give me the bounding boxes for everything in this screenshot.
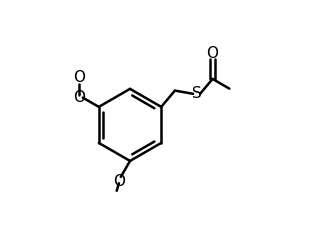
- Text: S: S: [192, 86, 201, 101]
- Text: O: O: [73, 90, 85, 105]
- Text: O: O: [207, 46, 219, 61]
- Text: O: O: [113, 174, 125, 188]
- Text: O: O: [73, 70, 85, 85]
